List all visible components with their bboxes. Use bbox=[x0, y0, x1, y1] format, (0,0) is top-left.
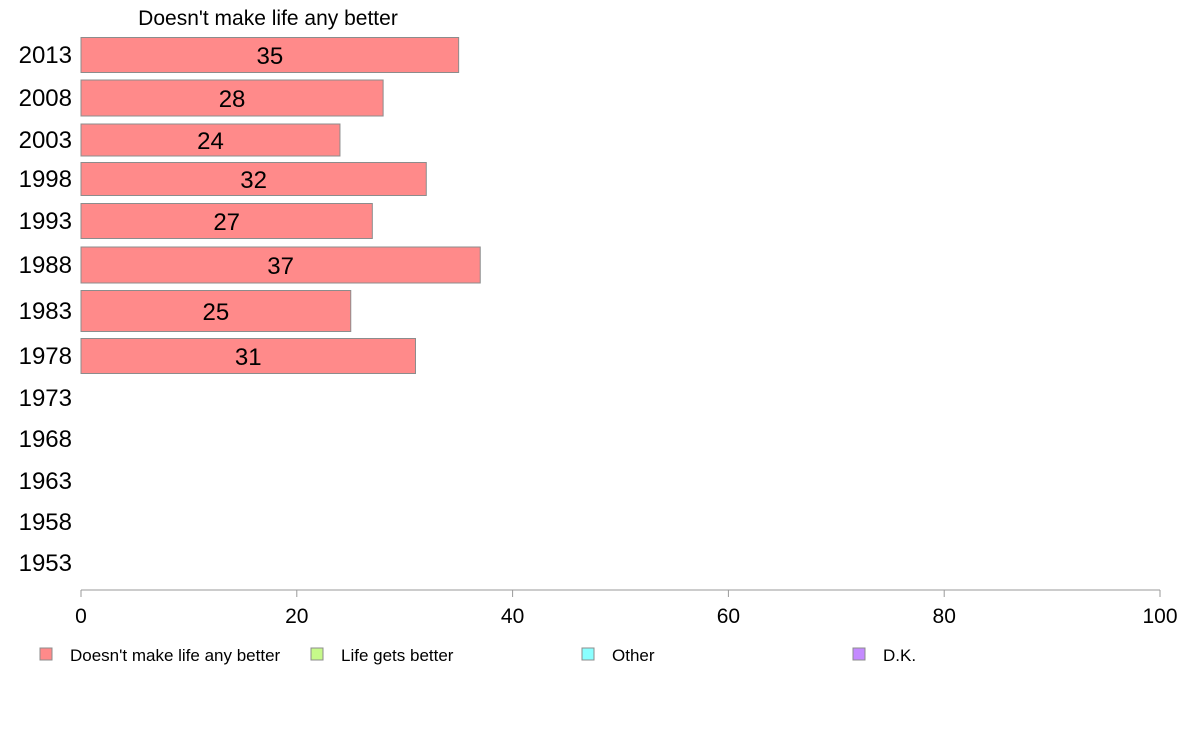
year-label-1998: 1998 bbox=[19, 166, 72, 193]
value-label-1998-series-0: 32 bbox=[240, 167, 267, 194]
x-tick-label-100: 100 bbox=[1142, 605, 1177, 628]
year-label-1993: 1993 bbox=[19, 208, 72, 235]
x-tick-label-80: 80 bbox=[933, 605, 956, 628]
x-tick-label-0: 0 bbox=[75, 605, 87, 628]
year-label-2003: 2003 bbox=[19, 127, 72, 154]
bar-2003-series-0 bbox=[80, 123, 341, 157]
legend-item-2: Other bbox=[581, 646, 655, 665]
bar-2008-series-0 bbox=[80, 79, 384, 117]
bar-1988-series-0 bbox=[80, 246, 481, 284]
value-label-1993-series-0: 27 bbox=[213, 209, 240, 236]
year-label-1978: 1978 bbox=[19, 343, 72, 370]
value-label-2003-series-0: 24 bbox=[197, 128, 224, 155]
legend-item-1: Life gets better bbox=[310, 646, 454, 665]
year-labels: 2013 2008 2003 1998 1993 1988 1983 1978 1973 1968… bbox=[19, 42, 72, 577]
bar-2013-series-0 bbox=[80, 37, 460, 73]
value-label-1978-series-0: 31 bbox=[235, 344, 262, 371]
legend-label-2: Other bbox=[612, 646, 655, 665]
year-label-1983: 1983 bbox=[19, 298, 72, 325]
legend-swatch-3 bbox=[852, 647, 866, 661]
year-label-1968: 1968 bbox=[19, 426, 72, 453]
chart-title-group: Doesn't make life any better bbox=[138, 7, 398, 30]
legend-label-0: Doesn't make life any better bbox=[70, 646, 281, 665]
legend-item-0: Doesn't make life any better bbox=[39, 646, 281, 665]
year-label-1988: 1988 bbox=[19, 252, 72, 279]
bar-1978-series-0 bbox=[80, 338, 416, 374]
year-label-1953: 1953 bbox=[19, 550, 72, 577]
bar-1983-series-0 bbox=[80, 290, 352, 332]
value-label-1983-series-0: 25 bbox=[203, 299, 230, 326]
value-label-2013-series-0: 35 bbox=[256, 43, 283, 70]
year-label-2008: 2008 bbox=[19, 85, 72, 112]
chart-title: Doesn't make life any better bbox=[138, 7, 398, 30]
x-tick-label-60: 60 bbox=[717, 605, 740, 628]
value-label-1988-series-0: 37 bbox=[267, 253, 294, 280]
x-tick-label-20: 20 bbox=[285, 605, 308, 628]
year-label-2013: 2013 bbox=[19, 42, 72, 69]
legend-label-3: D.K. bbox=[883, 646, 916, 665]
legend-label-1: Life gets better bbox=[341, 646, 454, 665]
legend-swatch-1 bbox=[310, 647, 324, 661]
bar-1993-series-0 bbox=[80, 203, 373, 239]
value-label-2008-series-0: 28 bbox=[219, 86, 246, 113]
year-label-1963: 1963 bbox=[19, 468, 72, 495]
legend-swatch-0 bbox=[39, 647, 53, 661]
bar-1998-series-0 bbox=[80, 162, 427, 196]
x-tick-label-40: 40 bbox=[501, 605, 524, 628]
legend-item-3: D.K. bbox=[852, 646, 916, 665]
year-label-1973: 1973 bbox=[19, 385, 72, 412]
x-axis: 0 20 40 60 80 100 bbox=[75, 589, 1178, 628]
legend: Doesn't make life any better Life gets be… bbox=[39, 646, 916, 665]
legend-swatch-2 bbox=[581, 647, 595, 661]
year-label-1958: 1958 bbox=[19, 509, 72, 536]
